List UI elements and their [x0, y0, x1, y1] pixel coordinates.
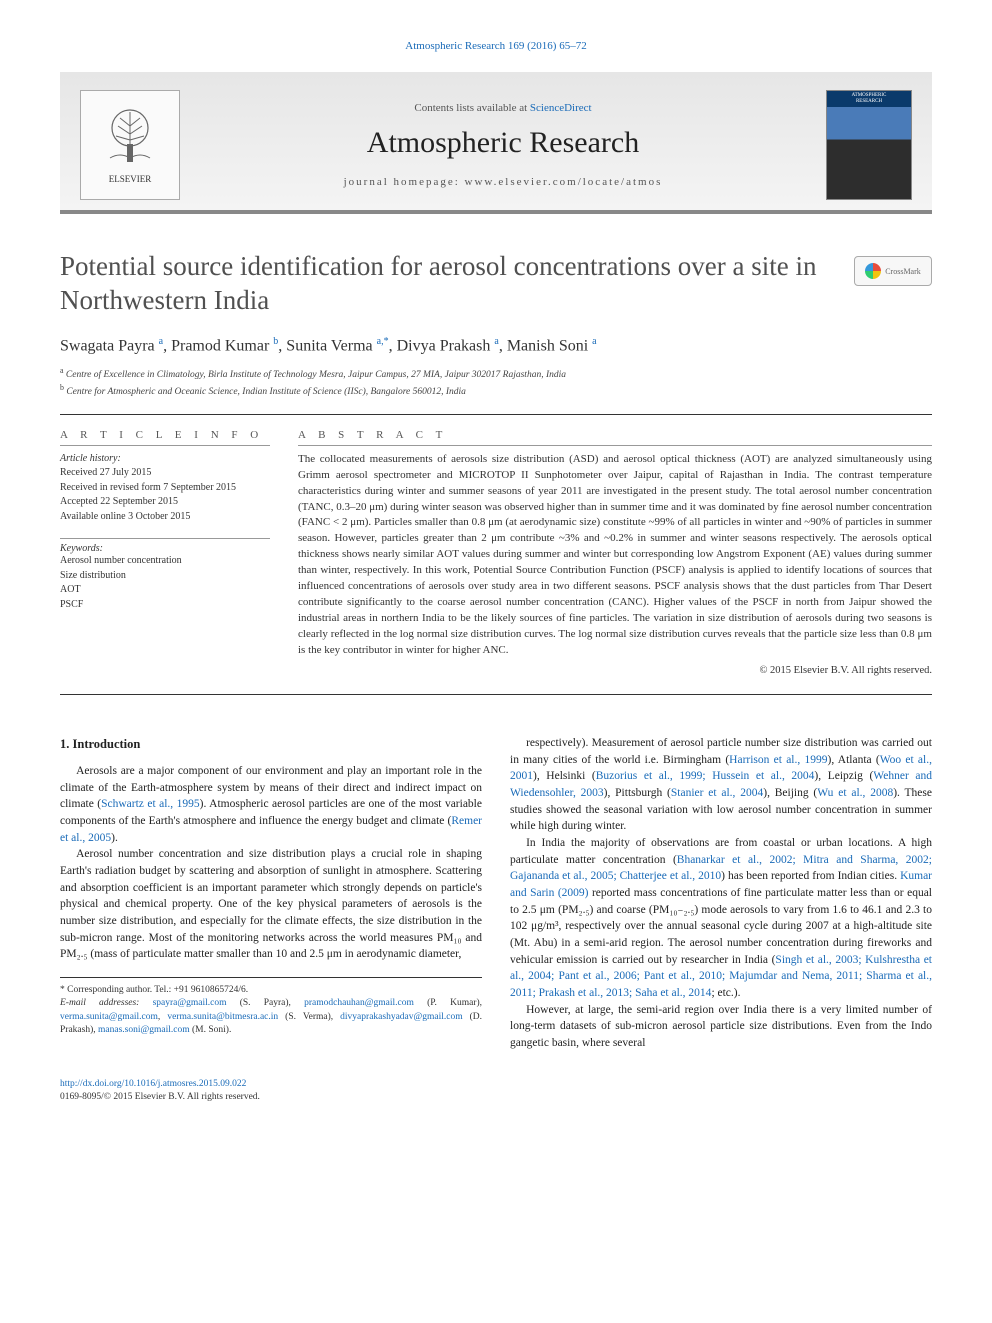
homepage-prefix: journal homepage:	[344, 176, 465, 188]
email-link[interactable]: spayra@gmail.com	[153, 998, 227, 1008]
citation-link[interactable]: Buzorius et al., 1999; Hussein et al., 2…	[596, 770, 815, 782]
masthead: ELSEVIER Contents lists available at Sci…	[60, 72, 932, 214]
affiliations: a Centre of Excellence in Climatology, B…	[60, 365, 932, 400]
keyword: Size distribution	[60, 569, 270, 584]
citation-link[interactable]: Stanier et al., 2004	[671, 787, 763, 799]
issn-copyright: 0169-8095/© 2015 Elsevier B.V. All right…	[60, 1092, 260, 1102]
crossmark-label: CrossMark	[885, 267, 921, 276]
contents-prefix: Contents lists available at	[414, 102, 529, 114]
journal-homepage: journal homepage: www.elsevier.com/locat…	[180, 176, 826, 188]
article-info: A R T I C L E I N F O Article history: R…	[60, 429, 270, 676]
sciencedirect-link[interactable]: ScienceDirect	[530, 102, 592, 114]
elsevier-tree-icon	[100, 106, 160, 166]
footer-meta: http://dx.doi.org/10.1016/j.atmosres.201…	[60, 1078, 932, 1105]
affiliation: a Centre of Excellence in Climatology, B…	[60, 365, 932, 382]
journal-title: Atmospheric Research	[180, 126, 826, 160]
abstract: A B S T R A C T The collocated measureme…	[298, 429, 932, 676]
article-title: Potential source identification for aero…	[60, 250, 932, 318]
emails-label: E-mail addresses:	[60, 998, 139, 1008]
rule-top	[60, 414, 932, 415]
history-line: Accepted 22 September 2015	[60, 495, 270, 510]
article-info-heading: A R T I C L E I N F O	[60, 429, 270, 446]
abstract-heading: A B S T R A C T	[298, 429, 932, 446]
history-line: Received in revised form 7 September 201…	[60, 481, 270, 496]
journal-ref-line: Atmospheric Research 169 (2016) 65–72	[60, 40, 932, 52]
corresponding-footnote: * Corresponding author. Tel.: +91 961086…	[60, 977, 482, 1037]
para-3: respectively). Measurement of aerosol pa…	[510, 735, 932, 835]
keywords-label: Keywords:	[60, 538, 270, 554]
citation-link[interactable]: Harrison et al., 1999	[729, 754, 827, 766]
corr-author: * Corresponding author. Tel.: +91 961086…	[60, 984, 482, 997]
journal-cover-thumb	[826, 90, 912, 200]
history-line: Received 27 July 2015	[60, 466, 270, 481]
masthead-center: Contents lists available at ScienceDirec…	[180, 102, 826, 188]
keyword: AOT	[60, 583, 270, 598]
article-history: Article history: Received 27 July 2015Re…	[60, 452, 270, 525]
citation-link[interactable]: Schwartz et al., 1995	[101, 798, 200, 810]
email-link[interactable]: pramodchauhan@gmail.com	[304, 998, 414, 1008]
email-link[interactable]: divyaprakashyadav@gmail.com	[340, 1012, 462, 1022]
para-4: In India the majority of observations ar…	[510, 835, 932, 1002]
publisher-name: ELSEVIER	[109, 174, 152, 184]
keyword: PSCF	[60, 598, 270, 613]
abstract-body: The collocated measurements of aerosols …	[298, 452, 932, 659]
keyword: Aerosol number concentration	[60, 554, 270, 569]
section-heading-1: 1. Introduction	[60, 735, 482, 753]
para-1: Aerosols are a major component of our en…	[60, 763, 482, 846]
emails: E-mail addresses: spayra@gmail.com (S. P…	[60, 997, 482, 1037]
para-5: However, at large, the semi-arid region …	[510, 1002, 932, 1052]
email-link[interactable]: verma.sunita@bitmesra.ac.in	[167, 1012, 278, 1022]
crossmark-badge[interactable]: CrossMark	[854, 256, 932, 286]
abstract-copyright: © 2015 Elsevier B.V. All rights reserved…	[298, 665, 932, 676]
keywords: Keywords: Aerosol number concentrationSi…	[60, 538, 270, 612]
history-line: Available online 3 October 2015	[60, 510, 270, 525]
homepage-url[interactable]: www.elsevier.com/locate/atmos	[465, 176, 663, 188]
doi-link[interactable]: http://dx.doi.org/10.1016/j.atmosres.201…	[60, 1079, 246, 1089]
email-link[interactable]: manas.soni@gmail.com	[98, 1025, 190, 1035]
body-columns: 1. Introduction Aerosols are a major com…	[60, 735, 932, 1052]
affiliation: b Centre for Atmospheric and Oceanic Sci…	[60, 382, 932, 399]
elsevier-logo: ELSEVIER	[80, 90, 180, 200]
crossmark-icon	[865, 263, 881, 279]
citation-link[interactable]: Wu et al., 2008	[817, 787, 893, 799]
email-link[interactable]: verma.sunita@gmail.com	[60, 1012, 158, 1022]
para-2: Aerosol number concentration and size di…	[60, 846, 482, 963]
authors-line: Swagata Payra a, Pramod Kumar b, Sunita …	[60, 336, 932, 355]
contents-line: Contents lists available at ScienceDirec…	[180, 102, 826, 114]
history-label: Article history:	[60, 452, 270, 467]
